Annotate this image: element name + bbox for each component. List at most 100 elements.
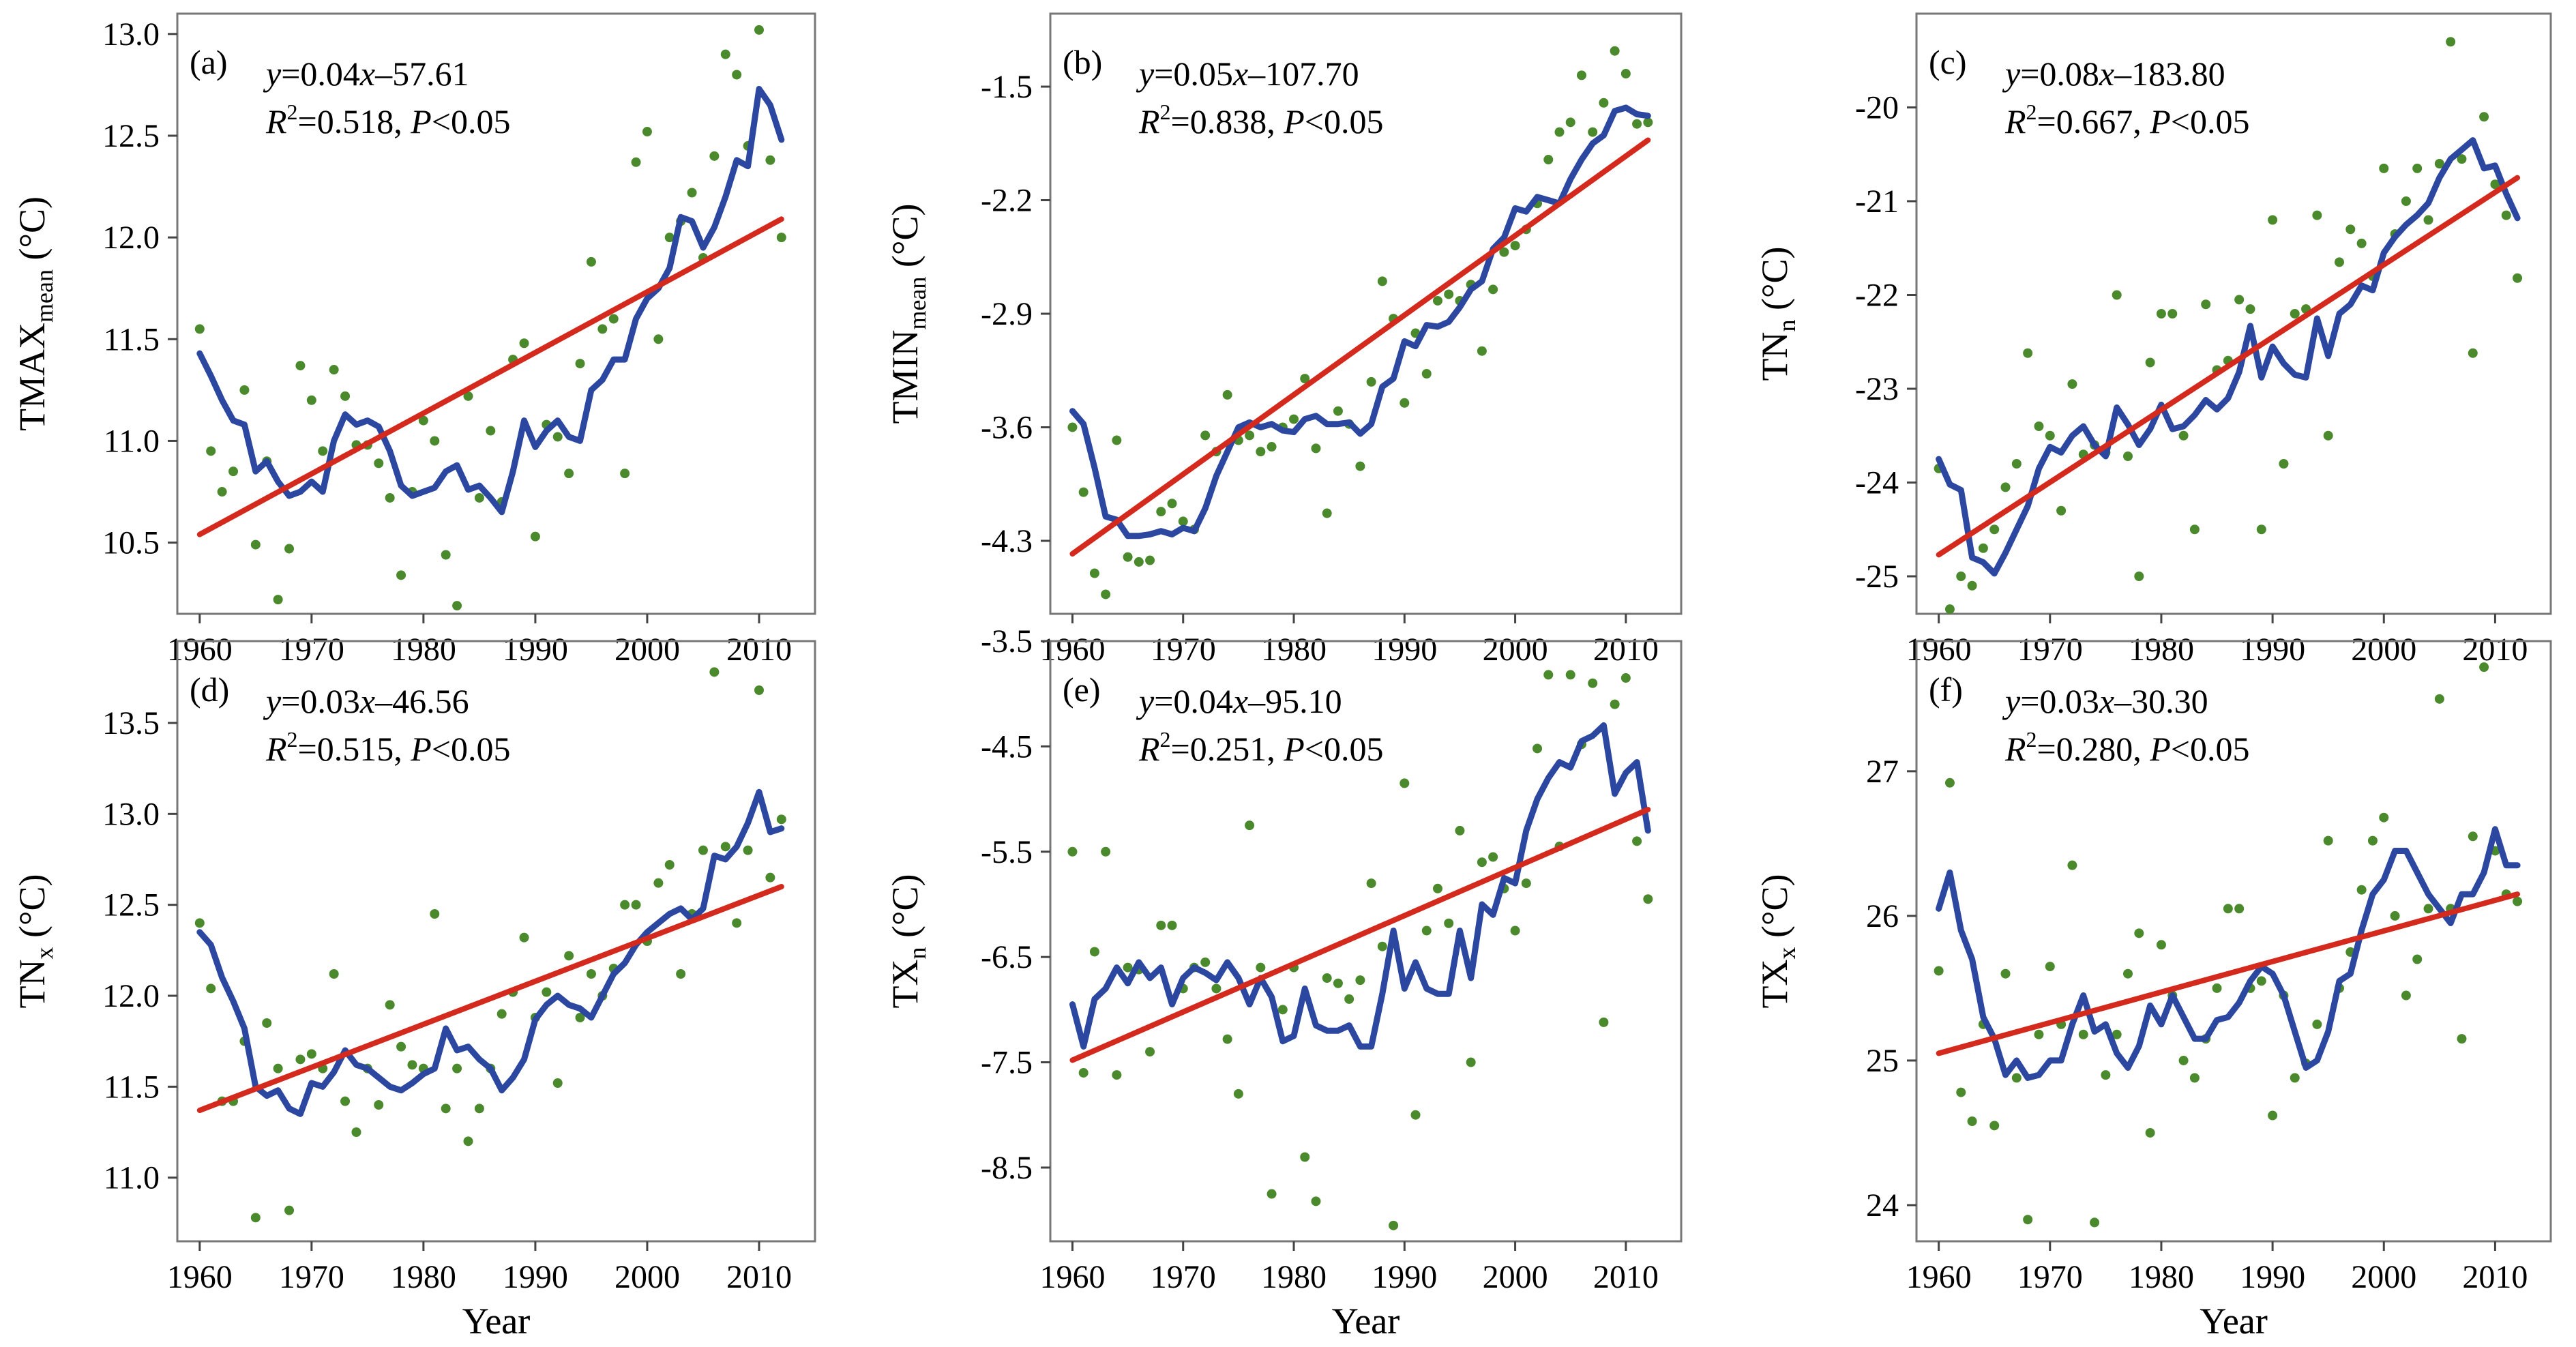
observed-point [2234,904,2245,914]
observed-point [1421,369,1432,379]
observed-point [2457,1034,2467,1044]
y-tick-label: -7.5 [981,1045,1033,1081]
observed-point [284,1205,295,1215]
x-tick-label: 1970 [279,632,344,668]
x-tick-label: 1990 [503,1259,568,1295]
observed-point [1499,247,1509,257]
smoothed-series-line [1936,826,2521,1081]
observed-point [1989,524,2000,535]
observed-point [732,70,742,80]
observed-point [1089,947,1099,957]
observed-point [1956,572,1966,581]
y-tick-label: 27 [1866,754,1899,790]
observed-point [2323,835,2333,846]
observed-point [743,845,753,855]
observed-point [1488,852,1498,862]
observed-point [2268,215,2278,225]
regression-equation: y=0.08x–183.80 [2002,55,2225,93]
observed-point [1510,241,1520,251]
y-axis-title-subscript: x [31,947,58,960]
observed-point [1123,962,1133,973]
y-axis-title-subscript: n [1773,320,1801,332]
observed-point [2279,459,2289,469]
observed-point [1521,878,1531,889]
observed-point [2189,1073,2200,1083]
smoothed-series-line [1069,104,1651,539]
observed-point [2067,860,2077,870]
observed-point [1643,117,1653,128]
observed-point [474,1104,484,1114]
observed-point [2290,309,2300,319]
observed-point [1355,975,1365,986]
observed-point [1967,580,1977,591]
y-axis-title-subscript: mean [31,269,58,323]
y-axis-title-subscript: n [904,947,931,960]
x-tick-label: 2000 [1483,1259,1548,1295]
observed-point [250,539,261,550]
panel-c: 1960 1970 1980 1990 2000 2010 -25 -24 -23 -22 -21 -… [1754,12,2552,1342]
observed-point [262,1018,272,1028]
observed-point [2312,1019,2322,1029]
observed-point [1934,966,1944,976]
observed-point [1156,507,1166,517]
observed-point [1377,276,1387,286]
observed-point [194,324,205,334]
x-axis-title: Year [462,1301,531,1342]
observed-point [1632,119,1642,129]
trend-line [196,216,784,537]
y-tick-label: 13.0 [102,16,160,53]
observed-point [1267,442,1277,452]
observed-point [1477,346,1487,356]
observed-point [273,1063,283,1074]
x-tick-label: 2010 [1593,1259,1659,1295]
observed-point [463,1136,473,1146]
observed-point [2501,210,2511,220]
y-tick-label: 10.5 [102,525,160,561]
observed-point [754,685,764,695]
observed-point [2345,224,2356,235]
observed-point [1222,1034,1232,1044]
x-tick-label: 1970 [2017,1259,2083,1295]
observed-point [530,531,540,542]
y-tick-label: -6.5 [981,939,1033,975]
y-tick-label: -1.5 [981,69,1033,105]
observed-point [2145,357,2155,368]
y-tick-label: 11.5 [104,1069,160,1105]
x-axis-title: Year [1332,1301,1400,1342]
observed-point [1322,508,1332,518]
x-tick-label: 2010 [726,632,792,668]
smoothed-series-line [196,788,785,1117]
observed-point [1267,1189,1277,1199]
observed-point [676,969,686,979]
regression-statistics: R2=0.280, P<0.05 [2004,727,2250,768]
y-tick-label: -24 [1855,465,1899,501]
y-tick-label: -20 [1855,90,1899,126]
y-tick-label: -21 [1855,183,1899,220]
x-tick-label: 1980 [391,1259,456,1295]
observed-point [329,365,339,375]
observed-point [1543,670,1554,680]
observed-point [1643,894,1653,904]
observed-point [2356,885,2367,895]
regression-statistics: R2=0.518, P<0.05 [265,100,511,140]
y-tick-label: -23 [1855,371,1899,407]
observed-point [1333,978,1343,988]
regression-equation: y=0.05x–107.70 [1136,55,1359,93]
observed-point [1510,926,1520,936]
observed-point [452,1063,462,1074]
observed-point [2256,524,2266,535]
observed-point [709,151,720,161]
observed-point [2123,968,2133,979]
trend-line [1069,807,1651,1063]
y-tick-label: -2.9 [981,296,1033,332]
observed-point [2034,421,2044,431]
observed-point [2479,112,2489,122]
x-axis-title: Year [1332,1301,1400,1342]
y-tick-label: -22 [1855,278,1899,314]
observed-point [653,334,664,344]
observed-point [586,969,596,979]
y-tick-label: 11.5 [104,321,160,357]
observed-point [2434,694,2444,704]
observed-point [340,391,351,401]
observed-point [608,314,619,324]
